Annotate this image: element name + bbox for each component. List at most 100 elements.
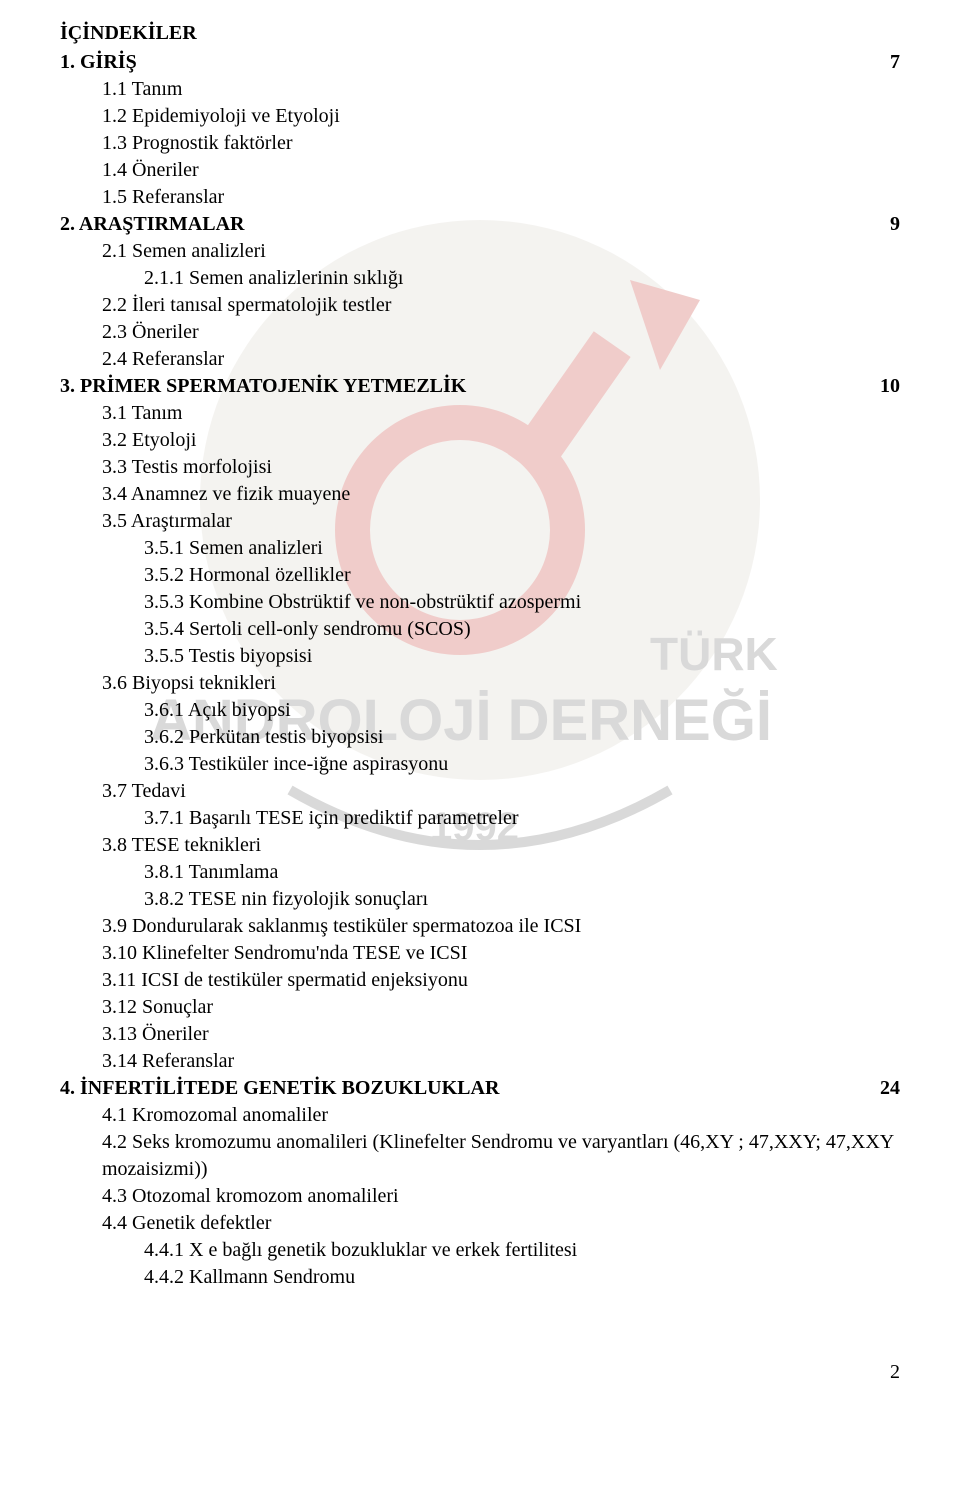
- toc-entry-number: 3.8.2: [144, 888, 189, 910]
- toc-row: 3.5 Araştırmalar: [60, 508, 900, 535]
- toc-entry-label: Hormonal özellikler: [189, 564, 351, 586]
- toc-entry-number: 4.2: [102, 1131, 132, 1153]
- toc-entry: 4.1 Kromozomal anomaliler: [60, 1102, 900, 1129]
- toc-row: 3.2 Etyoloji: [60, 427, 900, 454]
- toc-page-number: 10: [860, 373, 900, 400]
- toc-entry-number: 3.5.4: [144, 618, 189, 640]
- toc-row: 3.4 Anamnez ve fizik muayene: [60, 481, 900, 508]
- toc-entry-number: 3.5: [102, 510, 131, 532]
- toc-row: 3.5.1 Semen analizleri: [60, 535, 900, 562]
- toc-row: 3.13 Öneriler: [60, 1021, 900, 1048]
- toc-entry-number: 2.4: [102, 348, 132, 370]
- toc-entry-number: 3.7: [102, 780, 132, 802]
- toc-page-number: 9: [860, 211, 900, 238]
- toc-entry: 3.9 Dondurularak saklanmış testiküler sp…: [60, 913, 900, 940]
- toc-entry-label: Açık biyopsi: [188, 699, 291, 721]
- toc-entry: 3.10 Klinefelter Sendromu'nda TESE ve IC…: [60, 940, 900, 967]
- toc-entry-number: 2.: [60, 213, 79, 235]
- toc-entry-label: Kombine Obstrüktif ve non-obstrüktif azo…: [189, 591, 581, 613]
- toc-entry-number: 2.1.1: [144, 267, 189, 289]
- toc-entry-number: 3.7.1: [144, 807, 189, 829]
- toc-entry-number: 2.1: [102, 240, 132, 262]
- toc-entry: 3.1 Tanım: [60, 400, 900, 427]
- toc-row: 3. PRİMER SPERMATOJENİK YETMEZLİK10: [60, 373, 900, 400]
- toc-entry-number: 4.4.2: [144, 1266, 189, 1288]
- toc-entry-label: Araştırmalar: [131, 510, 232, 532]
- toc-entry: 3.3 Testis morfolojisi: [60, 454, 900, 481]
- toc-entry: 4. İNFERTİLİTEDE GENETİK BOZUKLUKLAR: [60, 1075, 860, 1102]
- toc-entry-label: İleri tanısal spermatolojik testler: [132, 294, 391, 316]
- toc-entry-label: Testis biyopsisi: [189, 645, 313, 667]
- toc-row: 3.6.1 Açık biyopsi: [60, 697, 900, 724]
- toc-entry: 3.6.2 Perkütan testis biyopsisi: [60, 724, 900, 751]
- toc-entry: 3.13 Öneriler: [60, 1021, 900, 1048]
- toc-entry: 3.6.1 Açık biyopsi: [60, 697, 900, 724]
- toc-entry-number: 2.3: [102, 321, 132, 343]
- toc-entry-number: 3.12: [102, 996, 142, 1018]
- toc-entry-number: 3.6: [102, 672, 132, 694]
- toc-row: 1.1 Tanım: [60, 76, 900, 103]
- toc-row: 2. ARAŞTIRMALAR9: [60, 211, 900, 238]
- toc-list: 1. GİRİŞ71.1 Tanım1.2 Epidemiyoloji ve E…: [60, 49, 900, 1291]
- toc-entry: 1.4 Öneriler: [60, 157, 900, 184]
- toc-entry-label: Dondurularak saklanmış testiküler sperma…: [132, 915, 581, 937]
- toc-row: 1.4 Öneriler: [60, 157, 900, 184]
- toc-entry-label: Tedavi: [132, 780, 186, 802]
- toc-entry: 3.2 Etyoloji: [60, 427, 900, 454]
- toc-entry: 3. PRİMER SPERMATOJENİK YETMEZLİK: [60, 373, 860, 400]
- toc-entry-number: 4.4: [102, 1212, 132, 1234]
- toc-row: 3.10 Klinefelter Sendromu'nda TESE ve IC…: [60, 940, 900, 967]
- toc-entry: 4.4 Genetik defektler: [60, 1210, 900, 1237]
- toc-entry: 3.6 Biyopsi teknikleri: [60, 670, 900, 697]
- toc-entry: 3.7.1 Başarılı TESE için prediktif param…: [60, 805, 900, 832]
- toc-entry: 3.14 Referanslar: [60, 1048, 900, 1075]
- toc-entry: 4.4.2 Kallmann Sendromu: [60, 1264, 900, 1291]
- toc-entry: 1.1 Tanım: [60, 76, 900, 103]
- toc-row: 2.3 Öneriler: [60, 319, 900, 346]
- toc-entry-label: Perkütan testis biyopsisi: [189, 726, 383, 748]
- toc-entry-number: 1.2: [102, 105, 132, 127]
- toc-entry: 3.5 Araştırmalar: [60, 508, 900, 535]
- toc-entry-label: İNFERTİLİTEDE GENETİK BOZUKLUKLAR: [80, 1077, 499, 1099]
- toc-row: 2.1 Semen analizleri: [60, 238, 900, 265]
- toc-entry-number: 1.1: [102, 78, 132, 100]
- toc-row: 3.6.2 Perkütan testis biyopsisi: [60, 724, 900, 751]
- toc-entry-label: Tanım: [132, 78, 183, 100]
- toc-row: 4.4.1 X e bağlı genetik bozukluklar ve e…: [60, 1237, 900, 1264]
- toc-row: 1.3 Prognostik faktörler: [60, 130, 900, 157]
- toc-entry-number: 3.1: [102, 402, 132, 424]
- toc-entry-label: GİRİŞ: [80, 51, 137, 73]
- toc-row: 3.7 Tedavi: [60, 778, 900, 805]
- toc-entry-label: Kallmann Sendromu: [189, 1266, 355, 1288]
- toc-entry: 2.4 Referanslar: [60, 346, 900, 373]
- toc-entry-label: Referanslar: [132, 348, 224, 370]
- toc-entry-number: 3.9: [102, 915, 132, 937]
- toc-entry-label: Sonuçlar: [142, 996, 213, 1018]
- toc-entry: 3.5.3 Kombine Obstrüktif ve non-obstrükt…: [60, 589, 900, 616]
- toc-entry-number: 3.6.1: [144, 699, 188, 721]
- toc-row: 3.11 ICSI de testiküler spermatid enjeks…: [60, 967, 900, 994]
- toc-entry-number: 4.4.1: [144, 1239, 189, 1261]
- toc-entry: 3.8.2 TESE nin fizyolojik sonuçları: [60, 886, 900, 913]
- toc-entry-label: Referanslar: [132, 186, 224, 208]
- toc-entry-label: Semen analizleri: [132, 240, 266, 262]
- toc-entry: 3.5.1 Semen analizleri: [60, 535, 900, 562]
- toc-entry-number: 3.10: [102, 942, 142, 964]
- toc-entry-number: 3.5.2: [144, 564, 189, 586]
- toc-row: 3.6 Biyopsi teknikleri: [60, 670, 900, 697]
- toc-row: 1. GİRİŞ7: [60, 49, 900, 76]
- toc-entry: 1.5 Referanslar: [60, 184, 900, 211]
- toc-entry: 2.2 İleri tanısal spermatolojik testler: [60, 292, 900, 319]
- toc-entry-label: Biyopsi teknikleri: [132, 672, 276, 694]
- toc-entry-label: TESE nin fizyolojik sonuçları: [189, 888, 428, 910]
- toc-row: 1.2 Epidemiyoloji ve Etyoloji: [60, 103, 900, 130]
- toc-entry: 3.4 Anamnez ve fizik muayene: [60, 481, 900, 508]
- toc-entry-number: 1.4: [102, 159, 132, 181]
- toc-entry-number: 3.5.5: [144, 645, 189, 667]
- toc-entry-label: ICSI de testiküler spermatid enjeksiyonu: [141, 969, 468, 991]
- toc-entry-label: Öneriler: [132, 159, 199, 181]
- toc-entry-number: 3.14: [102, 1050, 142, 1072]
- toc-row: 3.14 Referanslar: [60, 1048, 900, 1075]
- toc-entry-label: Testis morfolojisi: [132, 456, 272, 478]
- toc-entry: 2.1 Semen analizleri: [60, 238, 900, 265]
